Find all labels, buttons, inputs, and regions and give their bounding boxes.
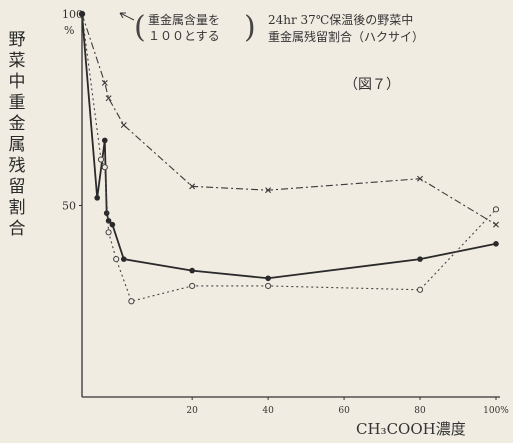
series-1-point (103, 210, 110, 216)
y-axis-label-char: 野 (8, 30, 26, 50)
series-2-point (417, 175, 424, 182)
series-3-point (265, 282, 272, 290)
x-tick-label: 60 (338, 406, 350, 416)
series-line-1 (81, 13, 497, 280)
note-arrow (119, 12, 135, 21)
normalization-note: ( 重金属含量を １００とする ) (134, 10, 256, 45)
y-axis-label-char: 金 (8, 114, 26, 134)
series-line-3 (81, 13, 497, 302)
y-axis-label-char: 留 (8, 177, 26, 197)
series-1-point (94, 195, 100, 201)
series-3-point (416, 286, 424, 293)
series-2-point (105, 95, 112, 102)
y-axis-label-char: 合 (8, 219, 26, 239)
x-axis-label: CH₃COOH濃度 (356, 420, 466, 438)
y-axis-label-char: 属 (8, 135, 26, 155)
chart-title: 24hr 37℃保温後の野菜中 重金属残留割合（ハクサイ） (268, 12, 424, 46)
y-axis-label-char: 重 (8, 93, 26, 113)
y-unit-label: % (64, 24, 74, 37)
series-2-point (101, 79, 108, 86)
series-3-point (105, 229, 112, 236)
y-axis-label-char: 菜 (8, 51, 26, 71)
note-line-2: １００とする (148, 29, 220, 43)
series-1-point (189, 267, 195, 274)
series-3-point (101, 164, 108, 171)
series-1-point (105, 218, 112, 224)
series-2-point (120, 122, 127, 129)
figure-label: （図７） (344, 77, 400, 93)
y-axis-label: 野菜中重金属残留割合 (6, 30, 28, 240)
series-2-point (265, 187, 272, 194)
series-1-point (265, 275, 271, 282)
note-line-1: 重金属含量を (148, 13, 221, 27)
y-tick-label: 50 (62, 200, 76, 213)
x-tick-label: 80 (414, 406, 426, 416)
x-tick-label: 100% (483, 406, 509, 416)
series-3-point (97, 156, 105, 163)
title-line-1: 24hr 37℃保温後の野菜中 (268, 13, 414, 27)
series-1-point (493, 241, 499, 247)
note-arrow-head (119, 12, 126, 19)
title-line-2: 重金属残留割合（ハクサイ） (268, 30, 425, 44)
series-3-point (128, 298, 135, 305)
y-axis-label-char: 割 (8, 198, 26, 218)
series-2-point (189, 183, 196, 190)
series-1-point (120, 256, 127, 262)
series-3-point (492, 206, 500, 213)
series-2-point (493, 221, 499, 228)
series-3-point (113, 256, 120, 263)
series-line-2 (81, 13, 497, 226)
series-1-point (109, 221, 116, 228)
y-axis-label-char: 残 (8, 156, 26, 176)
series-1-point (101, 137, 108, 144)
x-tick-label: 40 (262, 406, 274, 416)
start-point (78, 10, 86, 18)
series-1-point (417, 256, 423, 262)
x-tick-label: 20 (186, 406, 198, 416)
series-3-point (189, 282, 196, 290)
y-axis-label-char: 中 (8, 72, 26, 92)
y-tick-label-top: 100 (62, 8, 83, 21)
